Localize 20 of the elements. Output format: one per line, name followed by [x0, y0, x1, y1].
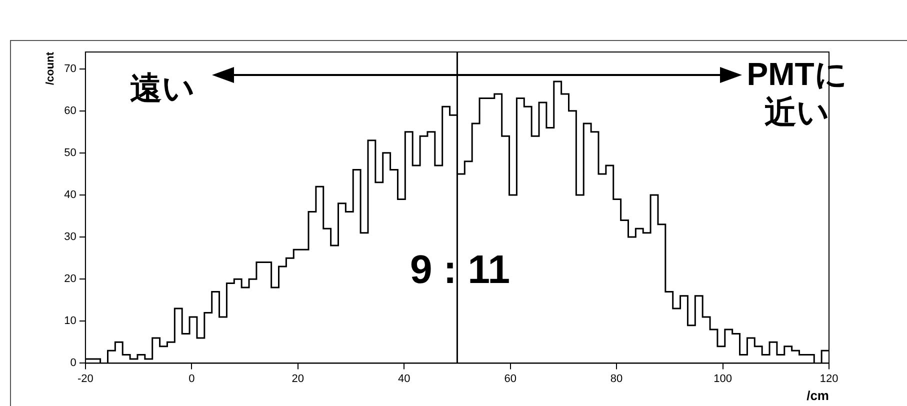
y-tick-label: 50	[64, 146, 76, 159]
x-tick-label: -20	[77, 372, 94, 385]
x-tick-label: 60	[504, 372, 516, 385]
y-tick-label: 20	[64, 273, 76, 286]
y-tick-label: 30	[64, 231, 76, 244]
y-tick-label: 70	[64, 62, 76, 75]
y-axis-title: /count	[44, 52, 57, 85]
y-tick-label: 40	[64, 189, 76, 202]
y-tick-label: 60	[64, 104, 76, 117]
y-tick-label: 0	[70, 357, 76, 370]
x-tick-label: 120	[820, 372, 838, 385]
annotation: 9 : 11	[410, 248, 510, 292]
x-tick-label: 20	[292, 372, 304, 385]
x-axis-title: /cm	[806, 388, 829, 403]
annotation: 遠い	[130, 70, 195, 106]
x-tick-label: 100	[714, 372, 732, 385]
x-tick-label: 40	[398, 372, 410, 385]
y-tick-label: 10	[64, 315, 76, 328]
x-tick-label: 80	[610, 372, 623, 385]
x-tick-label: 0	[188, 372, 195, 385]
